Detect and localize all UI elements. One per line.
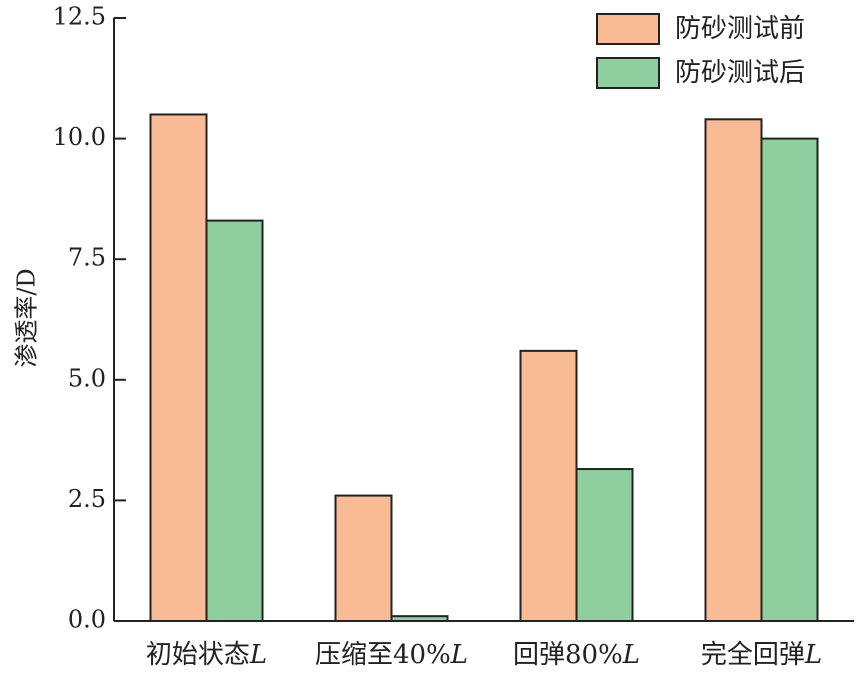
y-tick-label: 7.5 [68,244,106,272]
legend-label: 防砂测试前 [675,14,805,44]
x-axis: 初始状态L 压缩至40%L 回弹80%L 完全回弹L [114,620,854,670]
bar-before [519,349,578,622]
y-tick-label: 5.0 [68,364,106,392]
legend-swatch [596,57,660,89]
bar-after [760,137,819,622]
bar-before [704,118,763,623]
y-tick-label: 10.0 [53,123,106,151]
y-tick-label: 0.0 [68,606,106,634]
y-tick-label: 12.5 [53,3,106,31]
y-axis: 0.0 2.5 5.0 7.5 10.0 12.5 [53,3,126,634]
legend-swatch [596,13,660,45]
y-axis-title: 渗透率/D [13,268,41,367]
bar-after [205,219,264,622]
legend-label: 防砂测试后 [675,58,805,88]
bar-after [575,468,634,622]
x-tick-label: 完全回弹L [701,640,822,670]
bar-after [390,615,449,623]
y-tick-label: 2.5 [68,485,106,513]
x-tick-label: 压缩至40%L [315,640,468,670]
x-tick-label: 回弹80%L [513,640,640,670]
bar-before [149,113,208,622]
bars [149,113,819,623]
x-tick-label: 初始状态L [146,640,267,670]
bar-before [334,494,393,622]
